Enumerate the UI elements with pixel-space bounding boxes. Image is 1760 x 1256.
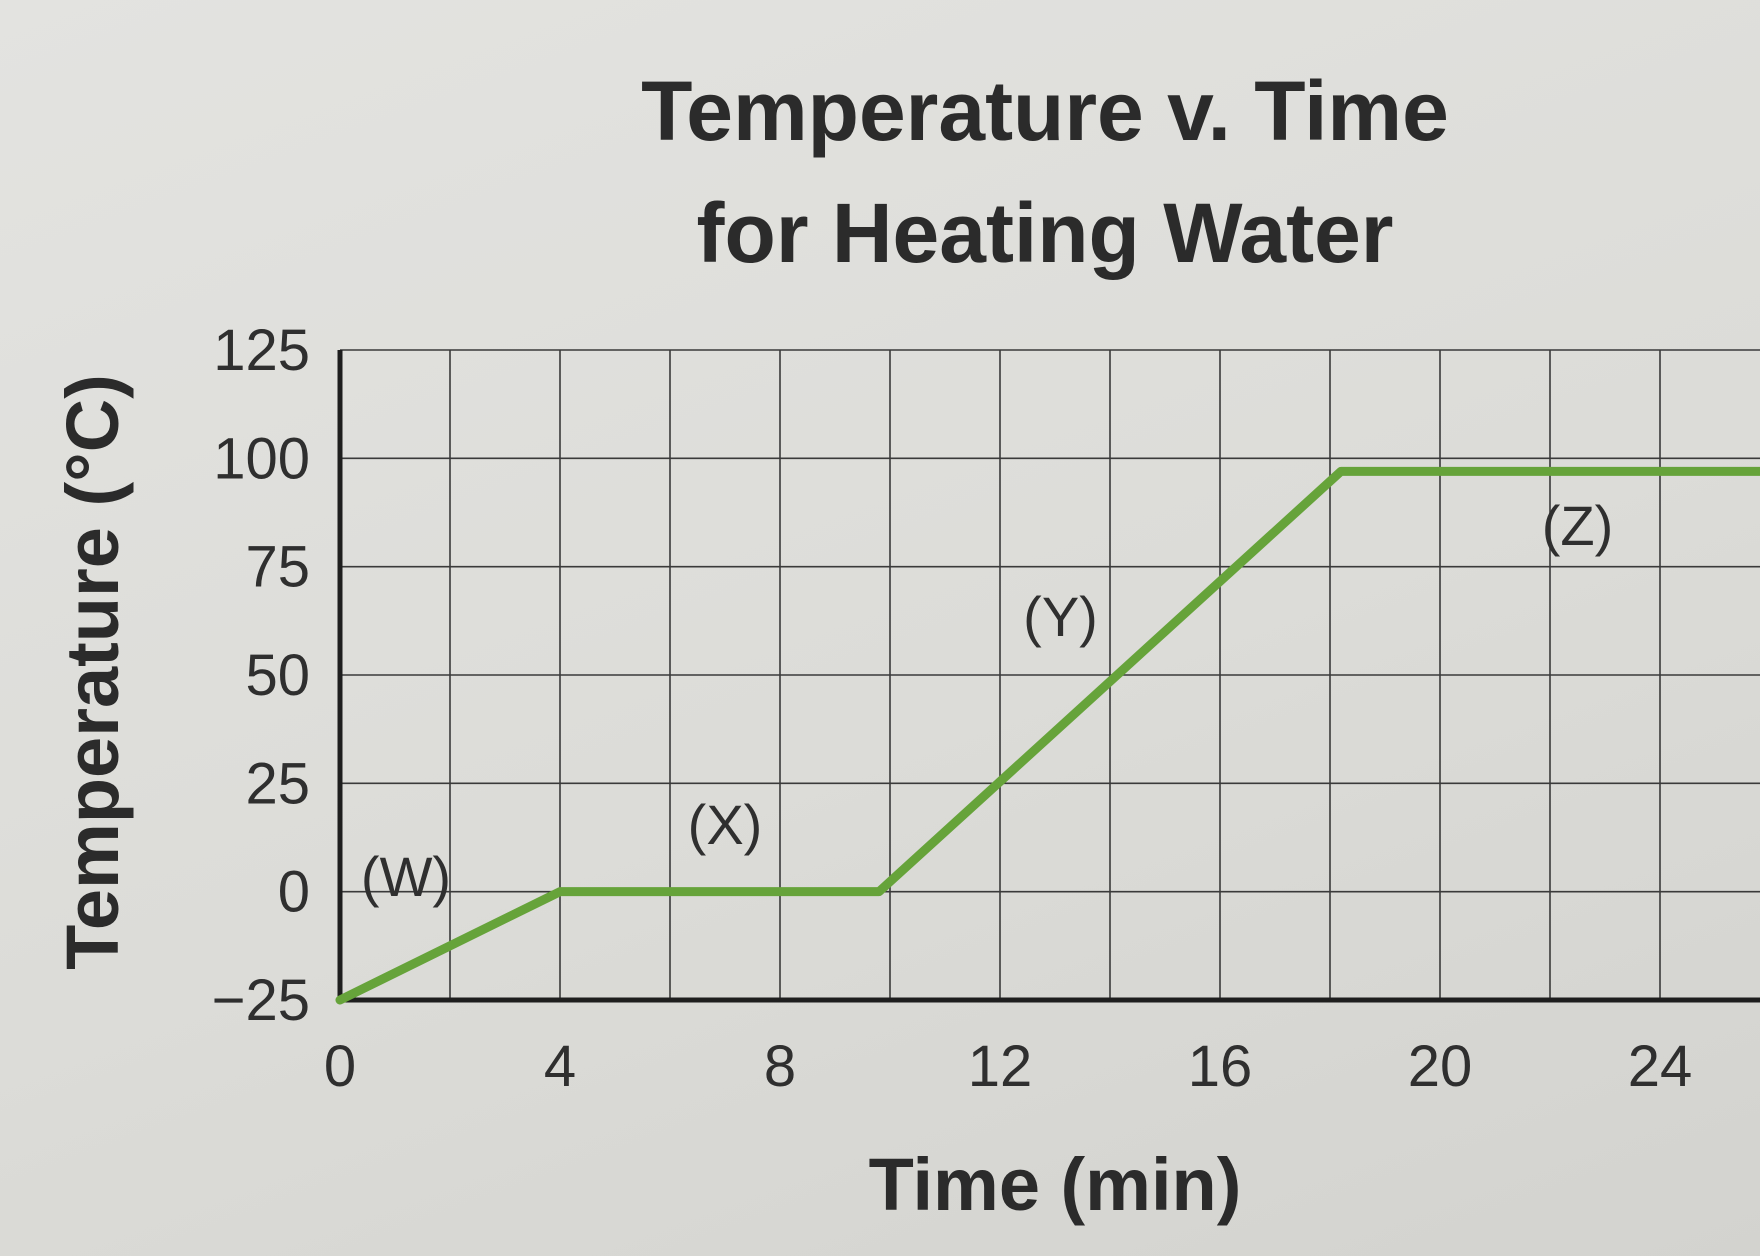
y-tick-labels: 125 100 75 50 25 0 −25 [212,318,310,1033]
chart-title-line-2: for Heating Water [697,186,1394,280]
y-tick-label: 125 [213,318,310,383]
y-tick-label: −25 [212,968,310,1033]
chart-title-line-1: Temperature v. Time [641,64,1449,158]
y-tick-label: 25 [245,751,310,816]
segment-label: (X) [688,793,763,856]
x-tick-label: 4 [544,1034,576,1099]
x-tick-label: 16 [1188,1034,1253,1099]
temperature-line [335,466,1760,1005]
x-tick-label: 12 [968,1034,1033,1099]
x-tick-label: 20 [1408,1034,1473,1099]
y-tick-label: 0 [278,860,310,925]
y-tick-label: 75 [245,535,310,600]
y-tick-label: 100 [213,426,310,491]
segment-labels: (W) (X) (Y) (Z) [361,494,1613,908]
segment-label: (W) [361,845,451,908]
x-tick-label: 24 [1628,1034,1693,1099]
x-tick-labels: 0 4 8 12 16 20 24 [324,1034,1692,1099]
x-tick-label: 8 [764,1034,796,1099]
grid [339,349,1760,1001]
axes [337,350,1760,1003]
y-tick-label: 50 [245,643,310,708]
x-axis-label: Time (min) [869,1143,1242,1226]
chart-title: Temperature v. Time for Heating Water [641,64,1449,280]
segment-label: (Y) [1023,585,1098,648]
x-tick-label: 0 [324,1034,356,1099]
y-axis-label: Temperature (°C) [51,374,134,970]
series [335,466,1760,1005]
segment-label: (Z) [1542,494,1614,557]
